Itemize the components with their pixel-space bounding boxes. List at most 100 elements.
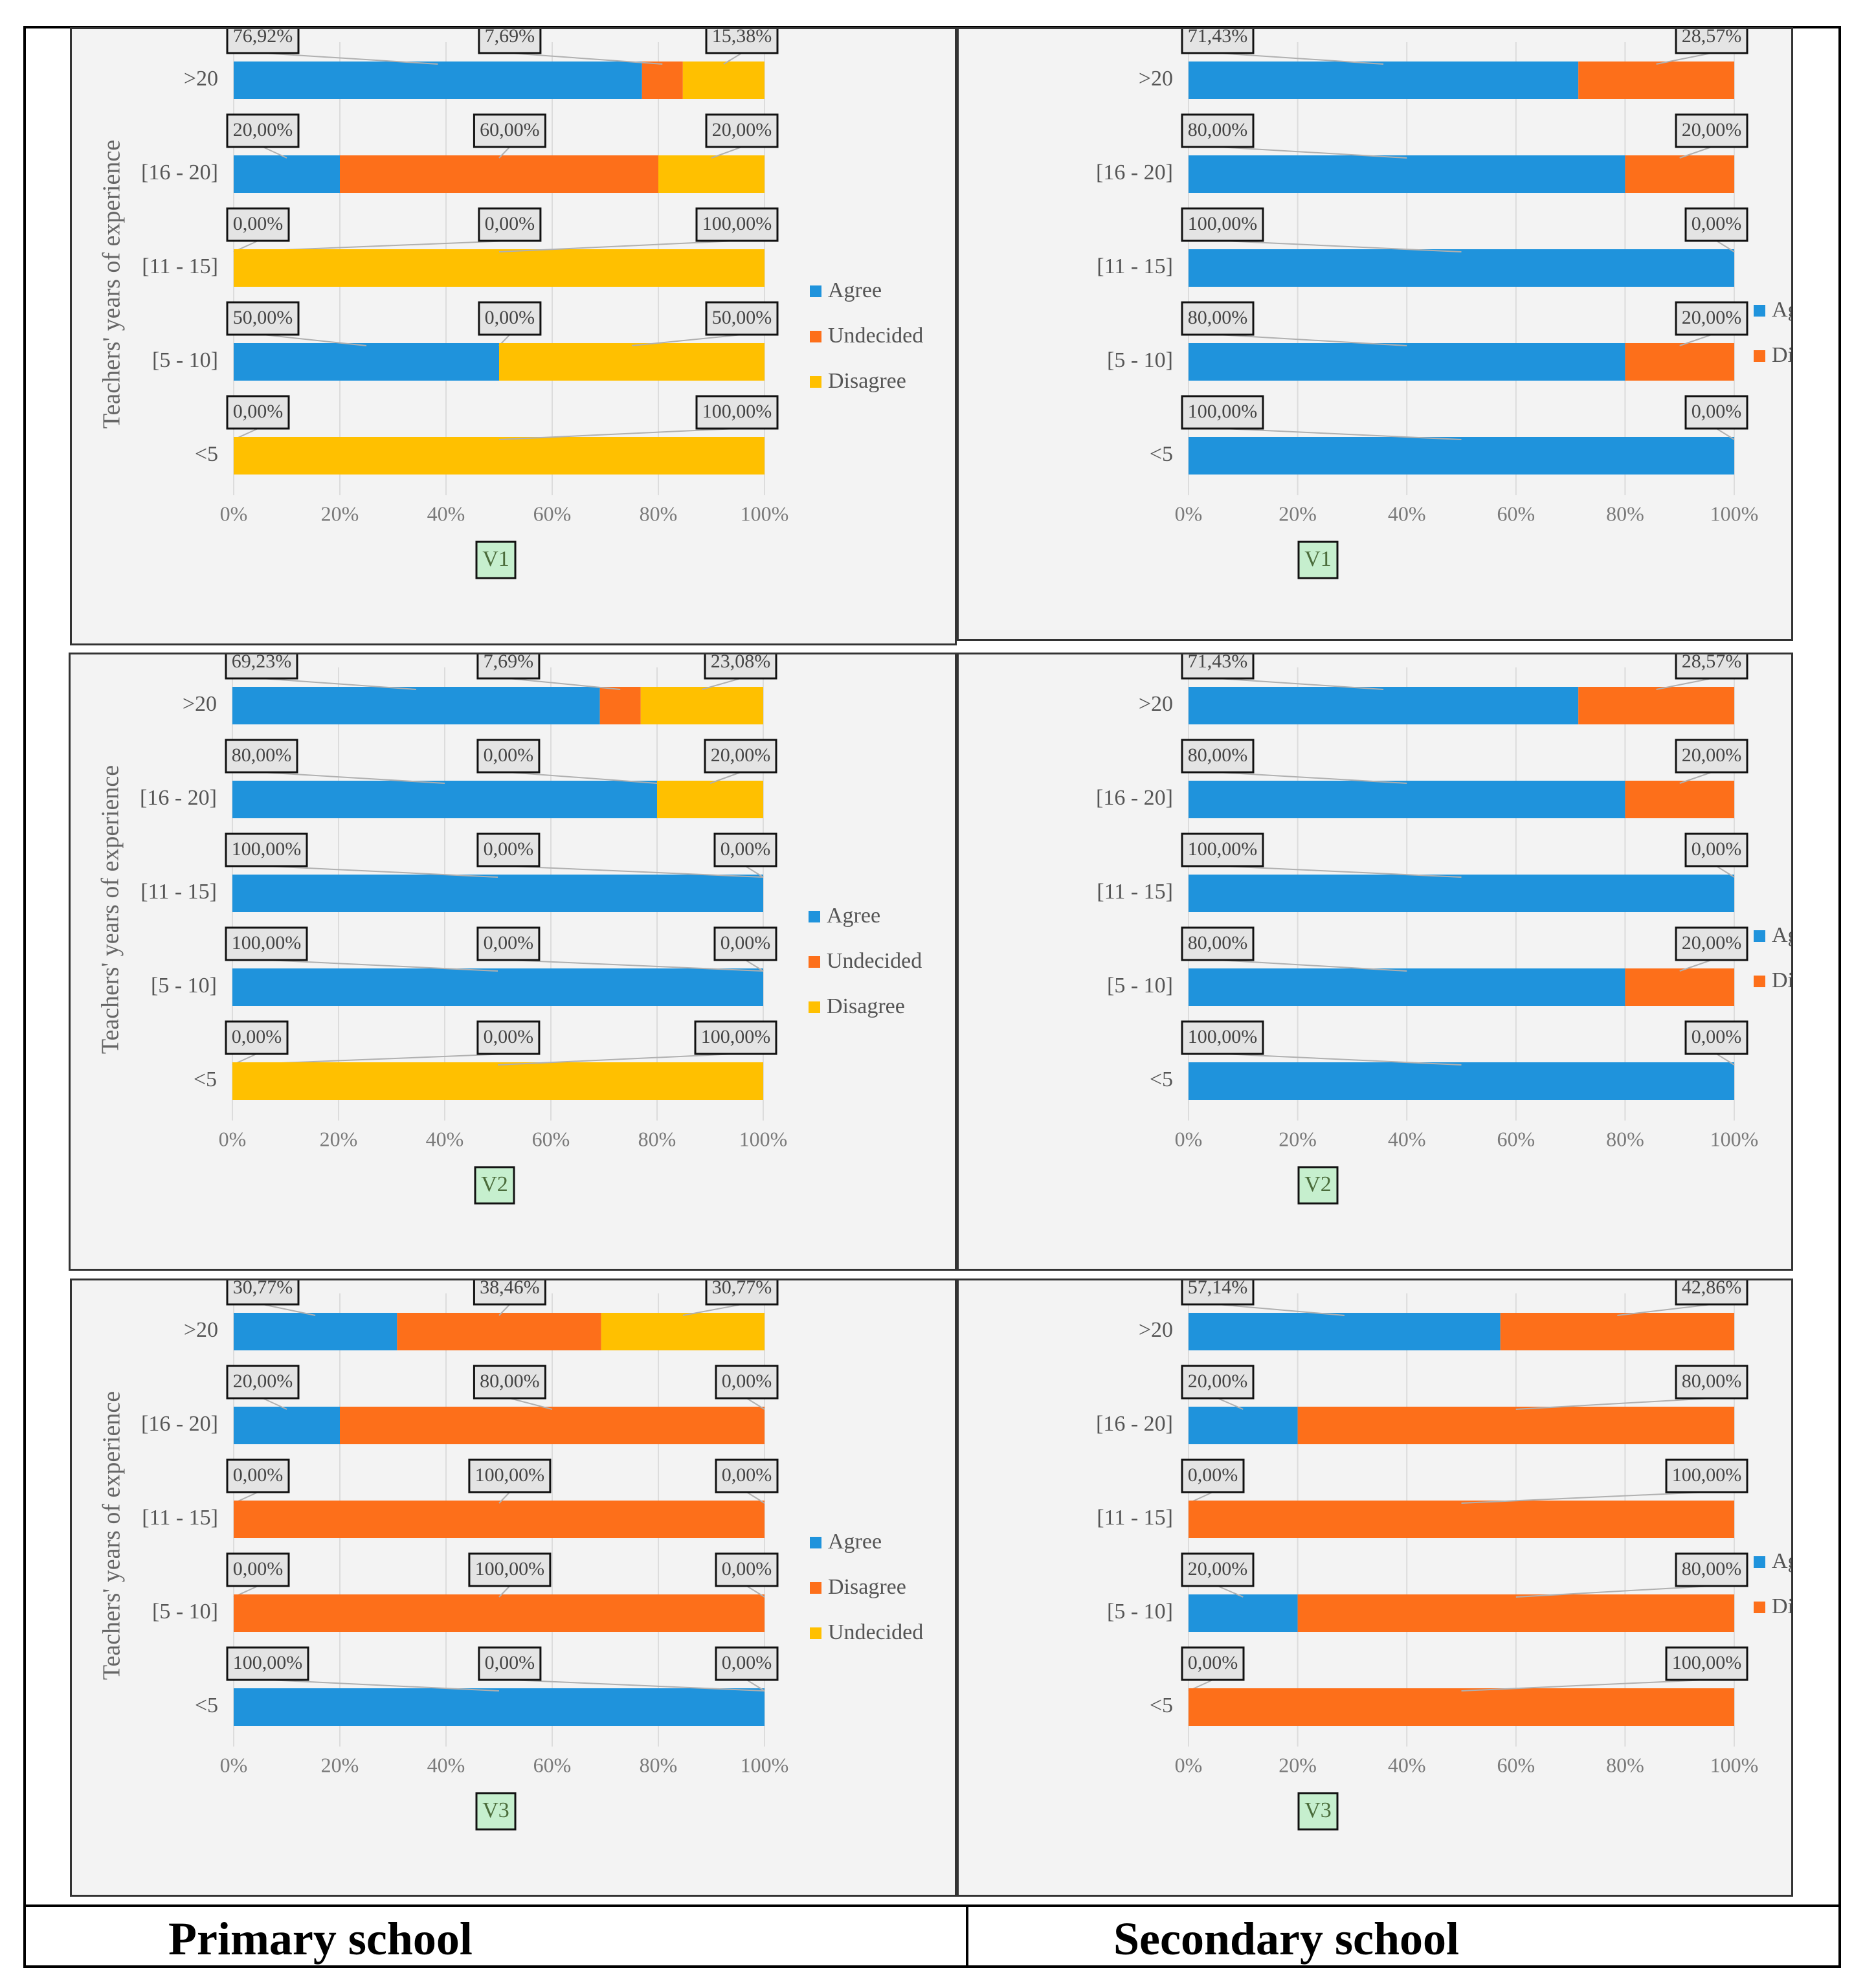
bar-segment xyxy=(1297,1594,1734,1632)
data-label: 0,00% xyxy=(484,838,534,860)
bar-segment xyxy=(642,61,683,99)
x-tick-label: 60% xyxy=(1497,502,1535,525)
bar-segment xyxy=(1189,875,1734,912)
y-tick-label: <5 xyxy=(195,442,218,466)
data-label-box xyxy=(1181,1458,1245,1493)
data-label-box xyxy=(226,113,300,148)
leader-line xyxy=(1222,428,1462,440)
data-label: 15,38% xyxy=(712,29,772,47)
y-tick-label: <5 xyxy=(194,1067,217,1091)
data-label: 0,00% xyxy=(232,1026,282,1047)
chart-title: V3 xyxy=(1304,1798,1332,1822)
data-label-box xyxy=(1181,395,1264,430)
leader-line xyxy=(746,1585,765,1598)
bar-segment xyxy=(682,61,765,99)
y-tick-label: <5 xyxy=(195,1693,218,1717)
data-label-box xyxy=(705,29,779,54)
bar-segment xyxy=(1625,968,1734,1006)
data-label: 20,00% xyxy=(1682,932,1742,954)
data-label: 0,00% xyxy=(1188,1652,1238,1673)
x-tick-label: 0% xyxy=(220,1753,248,1776)
data-label-box xyxy=(476,926,541,961)
legend-label: Disagree xyxy=(828,1575,906,1599)
bar-segment xyxy=(234,1594,765,1632)
data-label: 28,57% xyxy=(1682,29,1742,47)
x-tick-label: 80% xyxy=(1606,502,1644,525)
data-label: 0,00% xyxy=(484,932,534,954)
data-label-box xyxy=(478,29,542,54)
data-label: 71,43% xyxy=(1188,29,1248,47)
data-label: 71,43% xyxy=(1188,654,1248,672)
y-tick-label: >20 xyxy=(184,67,218,91)
data-label-box xyxy=(715,1458,779,1493)
bar-segment xyxy=(1189,1594,1298,1632)
leader-line xyxy=(1679,959,1712,972)
y-tick-label: [5 - 10] xyxy=(151,974,217,998)
bar-segment xyxy=(640,687,763,724)
data-label: 30,77% xyxy=(712,1280,772,1298)
leader-line xyxy=(1715,240,1735,252)
chart-svg: 0% 20% 40% 60% 80% 100% >20 57,14% 42,86% [16 - 2… xyxy=(1096,1280,1791,1831)
chart-title-box xyxy=(1297,1166,1339,1205)
data-label-box xyxy=(704,739,777,774)
data-label: 50,00% xyxy=(233,307,293,328)
data-label: 80,00% xyxy=(232,744,292,766)
y-tick-label: [16 - 20] xyxy=(140,786,217,810)
data-label-box xyxy=(225,832,308,867)
y-tick-label: [11 - 15] xyxy=(1097,880,1173,904)
chart-title-box xyxy=(1297,1792,1339,1831)
legend-swatch xyxy=(1754,930,1765,942)
leader-line xyxy=(1656,52,1712,65)
data-label: 0,00% xyxy=(1188,1464,1238,1486)
leader-line xyxy=(498,428,737,440)
x-tick-label: 0% xyxy=(1175,502,1203,525)
leader-line xyxy=(498,240,737,252)
legend-label: Undecided xyxy=(828,324,923,348)
x-tick-label: 60% xyxy=(1497,1753,1535,1776)
data-label: 60,00% xyxy=(480,119,540,140)
data-label-box xyxy=(226,1458,290,1493)
data-label: 80,00% xyxy=(480,1370,540,1392)
bar-segment xyxy=(234,1407,340,1444)
y-tick-label: [16 - 20] xyxy=(1096,1412,1173,1436)
bar-segment xyxy=(658,155,765,193)
data-label-box xyxy=(1181,1280,1255,1306)
data-label: 0,00% xyxy=(485,1652,535,1673)
data-label: 20,00% xyxy=(233,119,293,140)
legend-swatch xyxy=(809,1001,820,1013)
data-label: 69,23% xyxy=(232,654,292,672)
leader-line xyxy=(1217,1398,1244,1410)
data-label-box xyxy=(476,832,541,867)
y-tick-label: [5 - 10] xyxy=(1107,974,1173,998)
data-label: 20,00% xyxy=(1682,307,1742,328)
data-label-box xyxy=(1675,1552,1748,1587)
data-label: 0,00% xyxy=(720,838,771,860)
y-axis-label: Teachers' years of experience xyxy=(98,1391,126,1680)
leader-line xyxy=(1715,866,1735,878)
chart-panel-primary-v2: 0% 20% 40% 60% 80% 100% >20 69,23% 7,69% 23,08% [1… xyxy=(69,653,957,1271)
leader-line xyxy=(1217,678,1384,690)
legend-label: Agree xyxy=(1772,923,1791,947)
leader-line xyxy=(1461,1679,1707,1692)
leader-line xyxy=(509,1398,553,1410)
data-label: 0,00% xyxy=(720,932,771,954)
data-label-box xyxy=(476,1020,541,1055)
bar-segment xyxy=(234,343,499,381)
legend-label: Agree xyxy=(1772,1549,1791,1573)
legend-swatch xyxy=(810,1627,821,1639)
leader-line xyxy=(497,1053,736,1066)
bar-segment xyxy=(340,155,658,193)
x-tick-label: 100% xyxy=(1710,1753,1759,1776)
y-tick-label: <5 xyxy=(1150,1067,1173,1091)
x-tick-label: 20% xyxy=(1279,1127,1317,1150)
x-tick-label: 60% xyxy=(532,1127,570,1150)
data-label-box xyxy=(468,1552,552,1587)
data-label: 100,00% xyxy=(1188,401,1258,422)
chart-title-box xyxy=(475,1792,517,1831)
bar-segment xyxy=(1189,781,1625,818)
data-label: 0,00% xyxy=(233,401,284,422)
data-label-box xyxy=(1181,654,1255,680)
data-label-box xyxy=(1181,1365,1255,1400)
data-label-box xyxy=(226,395,290,430)
bar-segment xyxy=(1297,1407,1734,1444)
